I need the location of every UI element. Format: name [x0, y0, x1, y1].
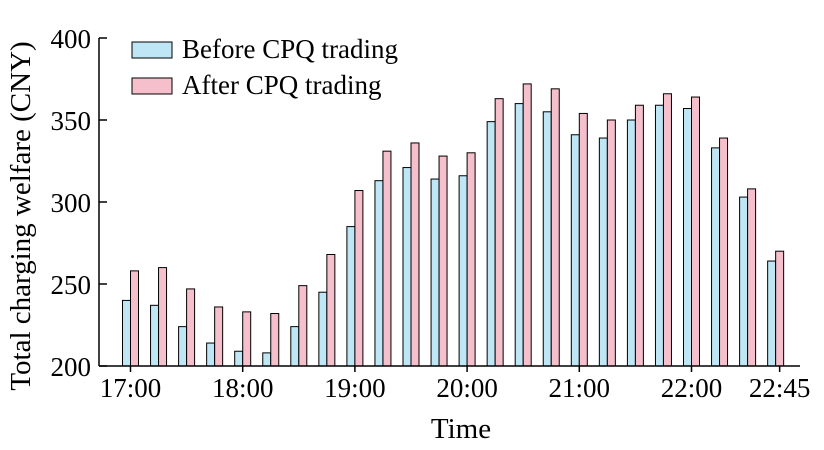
bar-before-1745: [206, 342, 216, 367]
bar-before-1730: [178, 326, 188, 367]
x-ticks-group: 17:00 18:00 19:00 20:00 21:00 22:00 22:45: [100, 366, 811, 403]
legend-label-before: Before CPQ trading: [182, 34, 398, 64]
x-tick-label: 21:00: [549, 373, 611, 403]
bar-before-2215: [711, 147, 721, 367]
plot-area: 200 250 300 350 400 17:00 18:00 19:00 20:00 21:0…: [51, 24, 811, 403]
x-tick-label: 17:00: [100, 373, 162, 403]
bar-after-2000: [466, 152, 476, 367]
x-tick-label: 22:00: [661, 373, 723, 403]
bar-after-2015: [494, 98, 504, 367]
bar-before-2200: [683, 108, 692, 367]
x-axis-label: Time: [431, 413, 491, 445]
bar-before-2030: [514, 103, 524, 367]
bar-after-2230: [747, 188, 757, 367]
y-tick-label: 200: [51, 352, 92, 382]
bar-before-1845: [318, 291, 328, 367]
x-tick-label: 19:00: [324, 373, 386, 403]
x-tick-label: 20:00: [436, 373, 498, 403]
bar-before-2000: [458, 175, 468, 367]
legend-swatch-after: [131, 77, 173, 95]
bar-before-2245: [767, 260, 777, 367]
bar-after-2245: [775, 250, 785, 367]
legend: Before CPQ trading After CPQ trading: [131, 34, 398, 100]
y-axis-label: Total charging welfare (CNY): [5, 41, 37, 390]
bar-after-2215: [719, 137, 729, 367]
bar-after-1730: [186, 288, 196, 367]
bar-before-1945: [430, 178, 440, 367]
y-tick-label: 350: [51, 106, 92, 136]
bar-after-1900: [354, 190, 364, 367]
legend-swatch-before: [131, 41, 173, 59]
bar-before-1830: [290, 326, 300, 367]
bars-group: [122, 83, 785, 367]
bar-after-1800: [242, 311, 252, 367]
bar-after-2115: [606, 119, 616, 367]
bar-after-1715: [158, 267, 168, 367]
bar-before-2015: [486, 121, 496, 367]
bar-before-1900: [346, 226, 356, 367]
bar-before-1915: [374, 180, 384, 367]
bar-before-2145: [654, 104, 664, 367]
bar-before-2130: [626, 119, 636, 367]
bar-before-2115: [598, 137, 608, 367]
bar-before-2045: [542, 111, 552, 367]
bar-after-2045: [550, 88, 560, 367]
bar-before-1800: [234, 350, 244, 367]
bar-after-1845: [326, 253, 336, 367]
bar-after-1700: [130, 270, 139, 367]
bar-before-2230: [739, 196, 749, 367]
x-tick-label: 18:00: [212, 373, 274, 403]
bar-before-2100: [570, 134, 580, 367]
y-tick-label: 250: [51, 270, 92, 300]
bar-after-1745: [214, 306, 224, 367]
bar-after-2100: [578, 112, 588, 367]
bar-after-1930: [410, 142, 420, 367]
x-tick-label: 22:45: [749, 373, 811, 403]
bar-before-1930: [402, 167, 412, 367]
bar-after-1915: [382, 150, 392, 367]
bar-after-1815: [270, 313, 280, 367]
bar-before-1715: [150, 304, 160, 367]
legend-label-after: After CPQ trading: [182, 70, 381, 100]
y-tick-label: 300: [51, 188, 92, 218]
bar-after-2200: [691, 96, 700, 367]
bar-before-1815: [262, 352, 272, 367]
y-tick-label: 400: [51, 24, 92, 54]
bar-after-1830: [298, 285, 308, 367]
bar-after-2130: [634, 104, 644, 367]
y-ticks-group: 200 250 300 350 400: [51, 24, 107, 382]
bar-before-1700: [122, 299, 131, 367]
bar-after-1945: [438, 155, 448, 367]
bar-after-2145: [662, 93, 672, 367]
bar-after-2030: [522, 83, 532, 367]
